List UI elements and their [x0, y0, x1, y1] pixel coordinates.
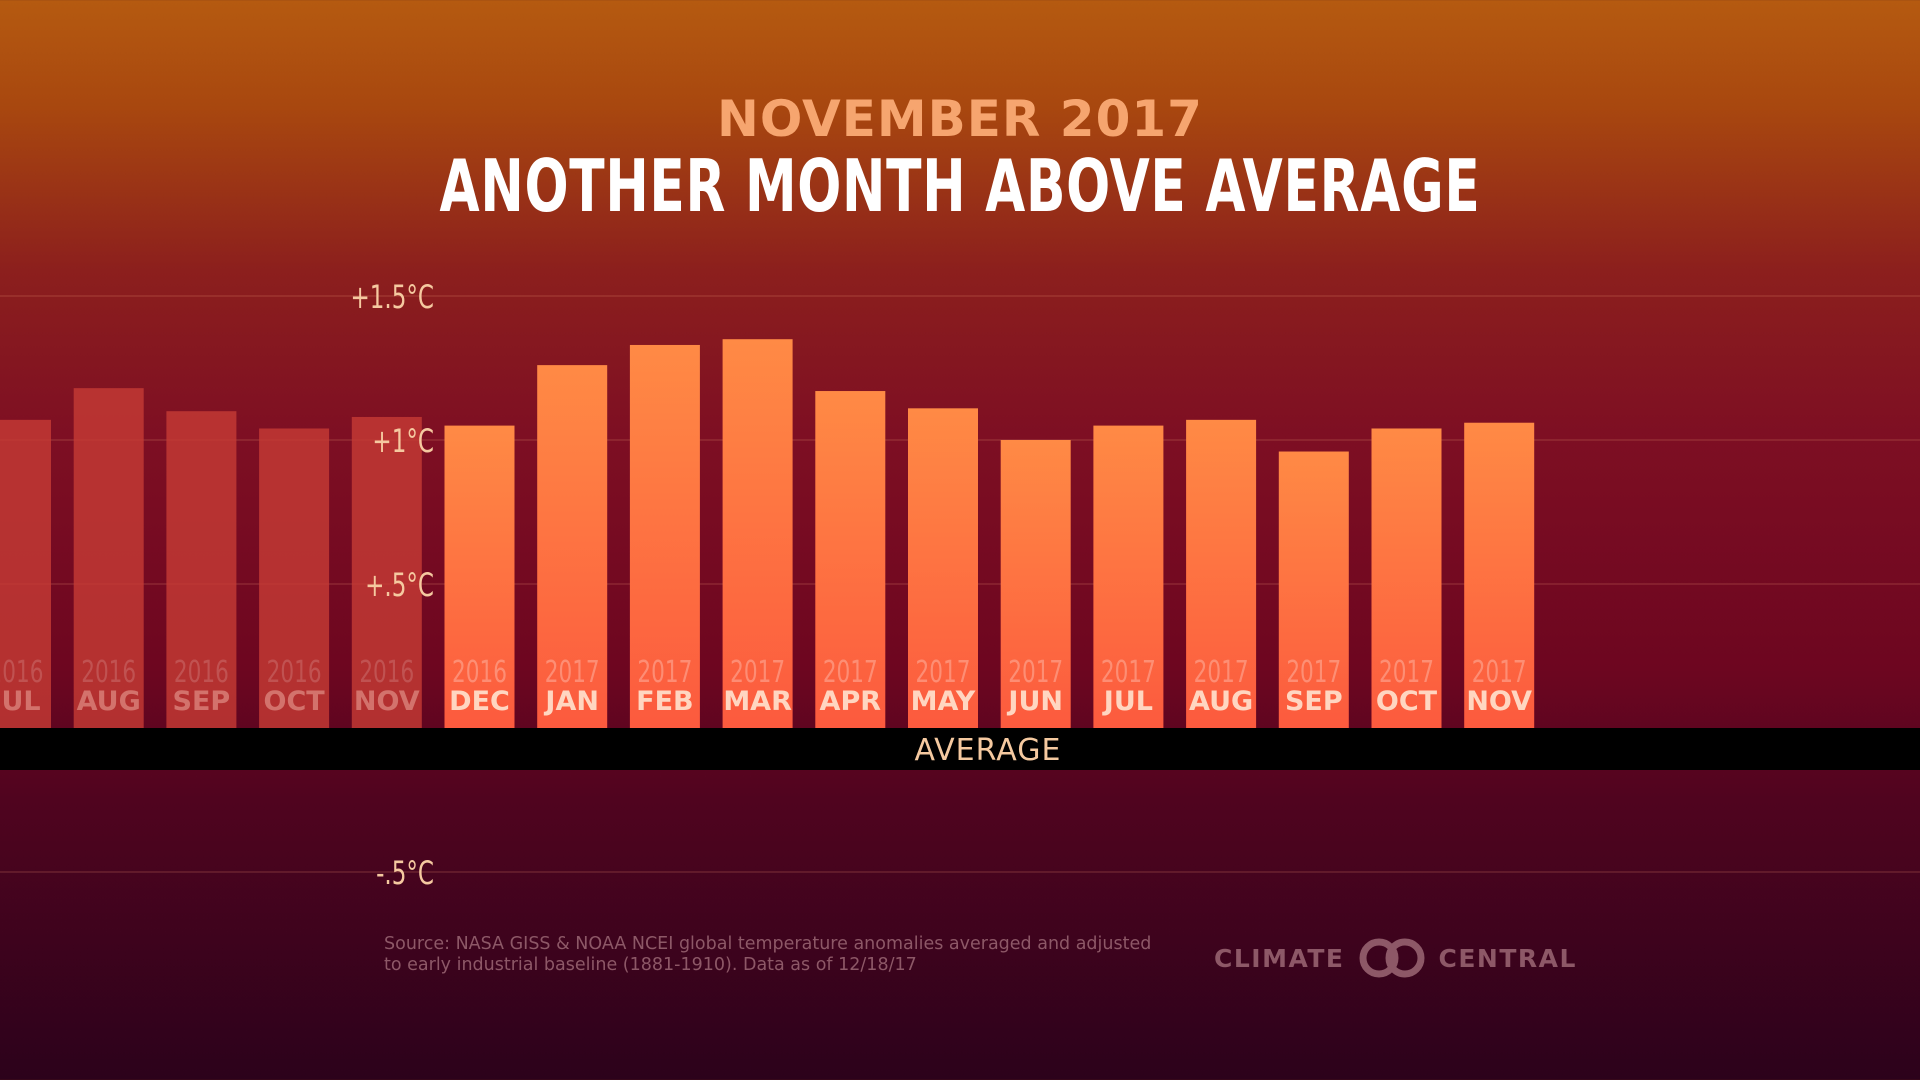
source-line-2: to early industrial baseline (1881-1910)… [384, 955, 917, 975]
bar-year-label: 2016 [174, 656, 229, 690]
bar-month-label: MAY [911, 686, 976, 717]
source-note: Source: NASA GISS & NOAA NCEI global tem… [384, 934, 1204, 976]
chart-title: ANOTHER MONTH ABOVE AVERAGE [439, 144, 1481, 228]
source-line-1: Source: NASA GISS & NOAA NCEI global tem… [384, 934, 1152, 954]
bar-month-label: SEP [173, 686, 231, 717]
bar-month-label: JUL [0, 686, 41, 717]
logo-rings-icon [1359, 938, 1424, 978]
bar-month-label: AUG [77, 686, 141, 717]
bar-year-label: 2017 [1472, 656, 1527, 690]
bar-month-label: APR [820, 686, 882, 717]
bar [73, 388, 144, 728]
bar-year-label: 2016 [267, 656, 322, 690]
bar-month-label: OCT [1376, 686, 1438, 717]
y-tick-label: -.5°C [376, 854, 434, 892]
bar [722, 339, 793, 728]
bar-month-label: MAR [723, 686, 792, 717]
bar [351, 416, 422, 728]
chart-supertitle: NOVEMBER 2017 [717, 90, 1203, 148]
zero-baseline-band [0, 728, 1920, 770]
bar-month-label: NOV [1466, 686, 1532, 717]
bar [166, 411, 237, 728]
bar [259, 428, 330, 728]
bar [1278, 451, 1349, 728]
bar-month-label: JUN [1006, 686, 1063, 717]
bar-year-label: 2017 [916, 656, 971, 690]
bar-year-label: 2017 [1286, 656, 1341, 690]
y-tick-label: +1.5°C [350, 278, 434, 316]
bar-month-label: AUG [1189, 686, 1253, 717]
bar-year-label: 2016 [359, 656, 414, 690]
bar-year-label: 2017 [545, 656, 600, 690]
bar-month-label: JUL [1102, 686, 1153, 717]
y-tick-label: +.5°C [365, 566, 434, 604]
bar [1371, 428, 1442, 728]
bar-year-label: 2017 [1379, 656, 1434, 690]
bar [537, 365, 608, 728]
bar [908, 408, 978, 728]
bar [0, 419, 51, 728]
bar-year-label: 2016 [0, 656, 43, 690]
bar-year-label: 2017 [1101, 656, 1156, 690]
logo-text-central: CENTRAL [1438, 943, 1577, 973]
bar [629, 344, 700, 728]
bar-month-label: DEC [449, 686, 510, 717]
bar-year-label: 2016 [452, 656, 507, 690]
climate-central-logo: CLIMATE CENTRAL [1214, 934, 1577, 982]
bar [1093, 425, 1164, 728]
bar-year-label: 2017 [637, 656, 692, 690]
bar-month-label: OCT [264, 686, 326, 717]
bar [815, 391, 886, 728]
bar [1000, 440, 1071, 728]
bar-month-label: FEB [636, 686, 693, 717]
bar [1464, 422, 1535, 728]
bar-year-label: 2017 [1194, 656, 1249, 690]
bar-month-label: JAN [543, 686, 599, 717]
bar-month-label: NOV [354, 686, 420, 717]
y-tick-label: +1°C [372, 422, 434, 460]
bar-year-label: 2017 [730, 656, 785, 690]
bar [444, 425, 515, 728]
average-label: AVERAGE [914, 733, 1062, 768]
bar-year-label: 2017 [823, 656, 878, 690]
bar-year-label: 2016 [81, 656, 136, 690]
bar-year-label: 2017 [1008, 656, 1063, 690]
bar-month-label: SEP [1285, 686, 1343, 717]
logo-text-climate: CLIMATE [1214, 943, 1345, 973]
bar [1186, 419, 1257, 728]
